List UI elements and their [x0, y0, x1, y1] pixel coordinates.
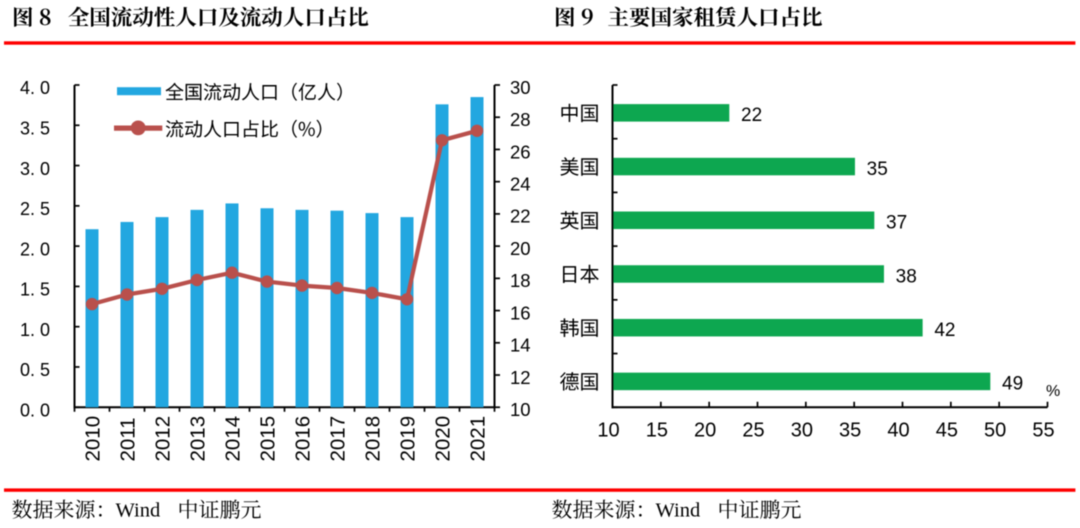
svg-text:2019: 2019	[396, 416, 419, 462]
svg-text:50: 50	[984, 419, 1006, 441]
svg-text:3. 0: 3. 0	[20, 159, 50, 179]
svg-text:14: 14	[510, 335, 531, 356]
svg-text:2015: 2015	[256, 416, 279, 462]
svg-text:26: 26	[510, 141, 531, 162]
svg-text:2017: 2017	[326, 416, 349, 462]
svg-text:24: 24	[510, 173, 531, 194]
svg-text:2016: 2016	[291, 416, 314, 462]
svg-text:2021: 2021	[466, 416, 489, 462]
svg-text:55: 55	[1032, 419, 1054, 441]
svg-text:1. 5: 1. 5	[20, 280, 50, 300]
svg-text:3. 5: 3. 5	[20, 118, 50, 138]
svg-text:2020: 2020	[431, 416, 454, 462]
svg-text:40: 40	[887, 419, 909, 441]
svg-text:30: 30	[791, 419, 813, 441]
svg-text:1. 0: 1. 0	[20, 320, 50, 340]
svg-text:10: 10	[597, 419, 619, 441]
svg-text:35: 35	[839, 419, 861, 441]
svg-text:28: 28	[510, 109, 531, 130]
svg-text:2. 5: 2. 5	[20, 199, 50, 219]
svg-text:25: 25	[742, 419, 764, 441]
svg-text:30: 30	[510, 77, 531, 98]
svg-text:20: 20	[694, 419, 716, 441]
svg-text:2011: 2011	[116, 417, 139, 461]
svg-text:2018: 2018	[361, 416, 384, 462]
svg-text:2010: 2010	[81, 416, 104, 462]
svg-text:16: 16	[510, 302, 531, 323]
svg-text:22: 22	[510, 206, 531, 227]
svg-text:49: 49	[1002, 374, 1023, 395]
svg-text:37: 37	[886, 213, 907, 234]
svg-text:45: 45	[936, 419, 958, 441]
svg-text:35: 35	[867, 159, 888, 180]
svg-text:22: 22	[741, 105, 762, 126]
svg-text:0. 5: 0. 5	[20, 360, 50, 380]
svg-text:2013: 2013	[186, 416, 209, 462]
svg-text:Wind: Wind	[116, 500, 161, 522]
svg-text:12: 12	[510, 367, 531, 388]
svg-text:%: %	[1046, 383, 1060, 400]
svg-text:4. 0: 4. 0	[20, 78, 50, 98]
svg-text:2012: 2012	[151, 416, 174, 462]
svg-text:20: 20	[510, 238, 531, 259]
svg-text:38: 38	[896, 266, 917, 287]
svg-text:18: 18	[510, 270, 531, 291]
svg-text:10: 10	[510, 399, 531, 420]
svg-text:2014: 2014	[221, 416, 244, 462]
svg-text:2. 0: 2. 0	[20, 239, 50, 259]
svg-text:42: 42	[934, 320, 955, 341]
svg-text:0. 0: 0. 0	[20, 400, 50, 420]
svg-text:15: 15	[646, 419, 668, 441]
svg-text:Wind: Wind	[656, 500, 701, 522]
